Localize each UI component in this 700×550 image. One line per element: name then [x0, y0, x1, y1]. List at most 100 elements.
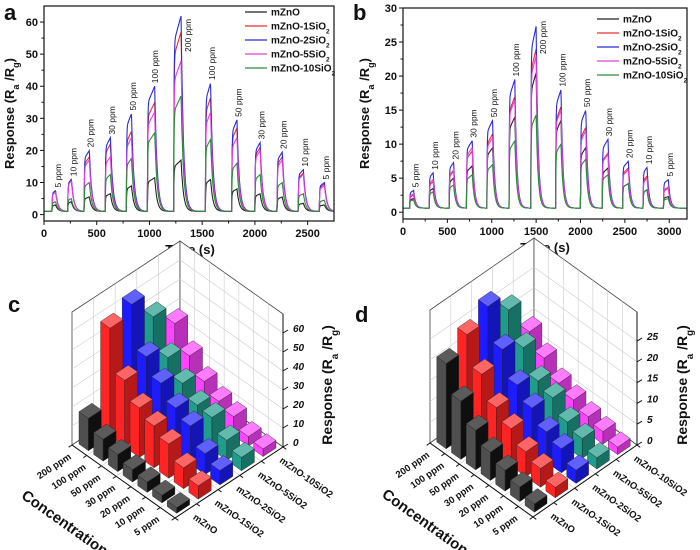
label-part: /R	[2, 67, 17, 84]
concentration-tick	[514, 506, 519, 510]
x-tick-label: 1500	[524, 226, 548, 238]
response-tick-label: 0	[647, 436, 653, 447]
wall-grid-line	[533, 329, 638, 404]
bar-top-mZnO-5SiO2-100 ppm	[513, 331, 537, 348]
bar-top-mZnO-100 ppm	[93, 423, 117, 440]
bar-top-mZnO-10SiO2-30 ppm	[563, 384, 587, 401]
series-axis	[532, 444, 638, 518]
y-tick-label: 40	[26, 81, 38, 93]
response-tick	[282, 367, 289, 372]
subscript: 2	[326, 28, 330, 35]
bar-top-mZnO-5 ppm	[166, 492, 190, 508]
subscript: a	[11, 84, 21, 90]
bar-top-mZnO-1SiO2-5 ppm	[545, 471, 569, 488]
concentration-axis	[429, 442, 534, 518]
subscript: g	[330, 330, 341, 336]
series-tick	[636, 444, 641, 448]
bar-top-mZnO-2SiO2-50 ppm	[151, 367, 175, 384]
series-tick-label: mZnO	[191, 512, 220, 537]
bar-top-mZnO-2SiO2-100 ppm	[136, 341, 160, 357]
legend-label: mZnO-1SiO2	[271, 22, 330, 36]
bar-top-mZnO-5SiO2-200 ppm	[498, 294, 522, 311]
bar-top-mZnO-5SiO2-5 ppm	[587, 442, 610, 459]
concentration-tick	[529, 516, 534, 520]
label-part: Response (R	[2, 89, 17, 169]
concentration-tick	[426, 442, 431, 446]
bar-top-mZnO-10 ppm	[510, 471, 533, 488]
plot-frame	[43, 5, 335, 222]
concentration-tick	[499, 495, 504, 499]
concentration-annotation: 30 ppm	[257, 111, 267, 139]
y-tick-label: 20	[385, 71, 397, 83]
series-tick	[217, 489, 222, 493]
response-tick-label: 60	[293, 324, 305, 335]
response-tick-label: 40	[292, 362, 305, 373]
bar-face-front	[129, 400, 140, 458]
bar-top-mZnO-10SiO2-5 ppm	[607, 431, 631, 448]
bar-top-mZnO-10SiO2-10 ppm	[238, 421, 262, 437]
bar-top-mZnO-5SiO2-200 ppm	[143, 301, 167, 318]
series-tick	[261, 460, 265, 464]
bar-top-mZnO-5SiO2-10 ppm	[216, 424, 241, 441]
subscript: 2	[678, 35, 682, 42]
bar-top-mZnO-200 ppm	[436, 347, 460, 364]
response-tick-label: 20	[292, 400, 305, 411]
label-part: )	[357, 58, 372, 62]
y-tick-label: 10	[385, 139, 397, 151]
subscript: a	[330, 353, 341, 359]
chart-panel-b: b050010001500200025003000051015202530Tim…	[353, 0, 688, 255]
panel-label: a	[4, 0, 17, 25]
label-part: mZnO-1SiO	[623, 29, 678, 40]
bar-top-mZnO-5SiO2-50 ppm	[172, 367, 196, 384]
concentration-annotation: 10 ppm	[430, 141, 440, 169]
response-tick-label: 10	[293, 419, 305, 430]
y-tick-label: 30	[26, 113, 38, 125]
bar-top-mZnO-2SiO2-10 ppm	[551, 433, 575, 449]
bar-face-front	[451, 394, 462, 460]
concentration-tick	[127, 486, 132, 490]
concentration-annotation: 50 ppm	[128, 82, 138, 110]
response-tick	[636, 337, 643, 342]
panel-label: d	[355, 302, 368, 327]
bar-top-mZnO-2SiO2-5 ppm	[566, 454, 589, 471]
legend-label: mZnO-2SiO2	[271, 36, 330, 50]
label-part: )	[2, 58, 17, 62]
response-tick-label: 10	[647, 394, 659, 405]
bar-top-mZnO-1SiO2-200 ppm	[457, 318, 480, 335]
response-axis-title: Response (Ra /Rg)	[319, 325, 341, 445]
x-tick-label: 1000	[137, 228, 161, 240]
response-tick-label: 20	[646, 353, 659, 364]
concentration-tick	[68, 444, 73, 448]
label-part: /R	[357, 67, 372, 84]
response-tick-label: 15	[647, 374, 659, 385]
response-tick	[636, 379, 643, 384]
wall-grid-line	[179, 297, 284, 372]
x-tick-label: 0	[400, 226, 406, 238]
bar-top-mZnO-10SiO2-50 ppm	[549, 367, 572, 384]
response-tick-label: 25	[646, 332, 659, 343]
bar-face-front	[115, 373, 125, 448]
concentration-annotation: 20 ppm	[625, 130, 635, 158]
legend-label: mZnO-5SiO2	[623, 57, 682, 71]
series-line-mZnO-10SiO2	[403, 114, 687, 209]
bar-top-mZnO-100 ppm	[451, 385, 474, 402]
legend: mZnOmZnO-1SiO2mZnO-2SiO2mZnO-5SiO2mZnO-1…	[245, 8, 336, 77]
bar-top-mZnO-2SiO2-30 ppm	[522, 392, 545, 409]
x-tick-label: 2000	[243, 228, 267, 240]
concentration-annotation: 10 ppm	[644, 136, 654, 164]
legend-label: mZnO-5SiO2	[271, 50, 330, 64]
legend-label: mZnO-1SiO2	[623, 29, 682, 43]
concentration-tick	[441, 453, 445, 457]
y-tick-label: 20	[26, 145, 38, 157]
concentration-annotation: 20 ppm	[279, 121, 289, 149]
bar-top-mZnO-2SiO2-30 ppm	[165, 392, 190, 409]
series-tick	[574, 487, 579, 491]
concentration-annotation: 5 ppm	[321, 156, 331, 180]
bar-top-mZnO-50 ppm	[465, 414, 489, 431]
bar-top-mZnO-1SiO2-100 ppm	[114, 364, 139, 381]
response-tick	[282, 386, 289, 391]
bar-top-mZnO-10SiO2-30 ppm	[209, 386, 233, 402]
bar-top-mZnO-1SiO2-10 ppm	[530, 452, 554, 469]
bar-top-mZnO-1SiO2-50 ppm	[129, 392, 153, 409]
series-tick	[532, 516, 537, 520]
